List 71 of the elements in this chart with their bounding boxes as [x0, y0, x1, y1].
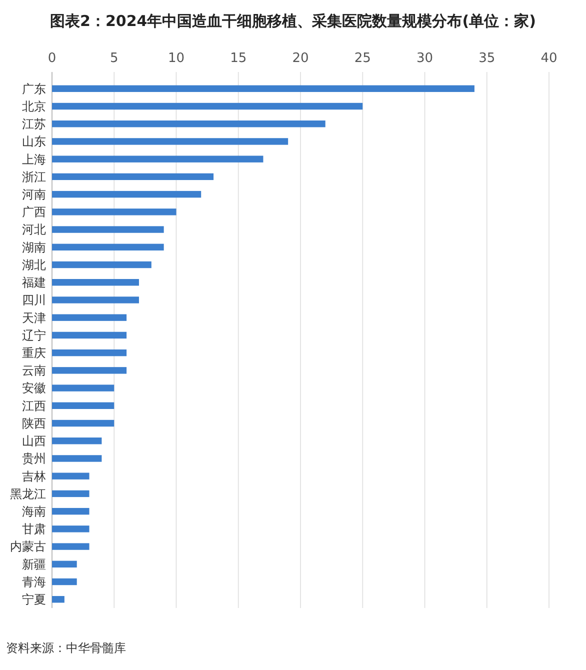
bar — [52, 332, 127, 339]
bar — [52, 138, 288, 145]
bar — [52, 85, 474, 92]
y-tick-label: 陕西 — [22, 416, 46, 430]
y-tick-label: 黑龙江 — [10, 486, 46, 501]
bar — [52, 102, 363, 110]
y-tick-label: 贵州 — [22, 452, 46, 466]
y-tick-label: 福建 — [22, 276, 46, 290]
y-tick-label: 广西 — [22, 205, 46, 220]
bar — [52, 244, 164, 250]
bar — [52, 560, 77, 568]
x-tick-label: 35 — [478, 51, 496, 66]
bar — [52, 226, 164, 233]
bar — [52, 349, 127, 356]
bar — [52, 578, 77, 586]
bar — [52, 261, 152, 268]
y-tick-label: 北京 — [22, 99, 46, 114]
bar — [52, 402, 114, 409]
bar — [52, 508, 90, 515]
bar — [52, 367, 127, 374]
chart-title: 图表2：2024年中国造血干细胞移植、采集医院数量规模分布(单位：家) — [50, 12, 536, 30]
y-tick-label: 安徽 — [22, 381, 46, 396]
bar — [52, 296, 139, 304]
y-tick-label: 吉林 — [22, 469, 46, 484]
bar — [52, 543, 90, 550]
y-tick-label: 江西 — [22, 398, 46, 413]
y-tick-label: 江苏 — [22, 117, 46, 132]
x-tick-label: 25 — [354, 51, 371, 66]
y-tick-label: 天津 — [22, 310, 46, 325]
bar — [52, 472, 90, 480]
x-tick-label: 30 — [416, 51, 434, 66]
y-tick-label: 海南 — [22, 504, 46, 519]
bar — [52, 156, 264, 162]
bar — [52, 490, 90, 498]
y-tick-label: 青海 — [22, 574, 46, 589]
y-tick-label: 甘肃 — [22, 522, 46, 536]
y-tick-label: 浙江 — [22, 170, 46, 184]
y-tick-label: 辽宁 — [22, 328, 46, 342]
bar — [52, 526, 90, 532]
y-tick-label: 湖南 — [22, 240, 46, 254]
bar — [52, 173, 214, 180]
y-tick-label: 重庆 — [22, 346, 46, 360]
bar — [52, 420, 114, 427]
bar — [52, 455, 102, 462]
bar — [52, 120, 326, 128]
y-tick-label: 山东 — [22, 134, 46, 149]
y-tick-label: 河北 — [22, 222, 46, 237]
bar — [52, 438, 102, 444]
y-tick-label: 山西 — [22, 434, 46, 448]
bar — [52, 208, 176, 216]
x-tick-label: 20 — [292, 51, 309, 66]
y-tick-label: 广东 — [22, 82, 46, 96]
x-tick-label: 0 — [48, 51, 56, 66]
y-tick-label: 四川 — [22, 293, 46, 308]
bar — [52, 190, 202, 198]
bar — [52, 279, 139, 286]
x-tick-label: 40 — [540, 51, 558, 66]
text: 资料来源：中华骨髓库 — [6, 641, 126, 655]
bar — [52, 384, 114, 392]
x-tick-label: 10 — [168, 51, 185, 66]
x-tick-label: 15 — [230, 51, 247, 66]
y-tick-label: 云南 — [22, 364, 46, 378]
y-tick-label: 新疆 — [22, 557, 46, 572]
y-tick-label: 宁夏 — [22, 592, 46, 607]
y-tick-label: 内蒙古 — [10, 540, 46, 554]
y-tick-label: 湖北 — [22, 258, 46, 272]
bar — [52, 596, 64, 603]
y-tick-label: 河南 — [22, 188, 46, 202]
y-tick-label: 上海 — [22, 152, 46, 166]
bar — [52, 314, 127, 321]
x-tick-label: 5 — [110, 51, 118, 66]
